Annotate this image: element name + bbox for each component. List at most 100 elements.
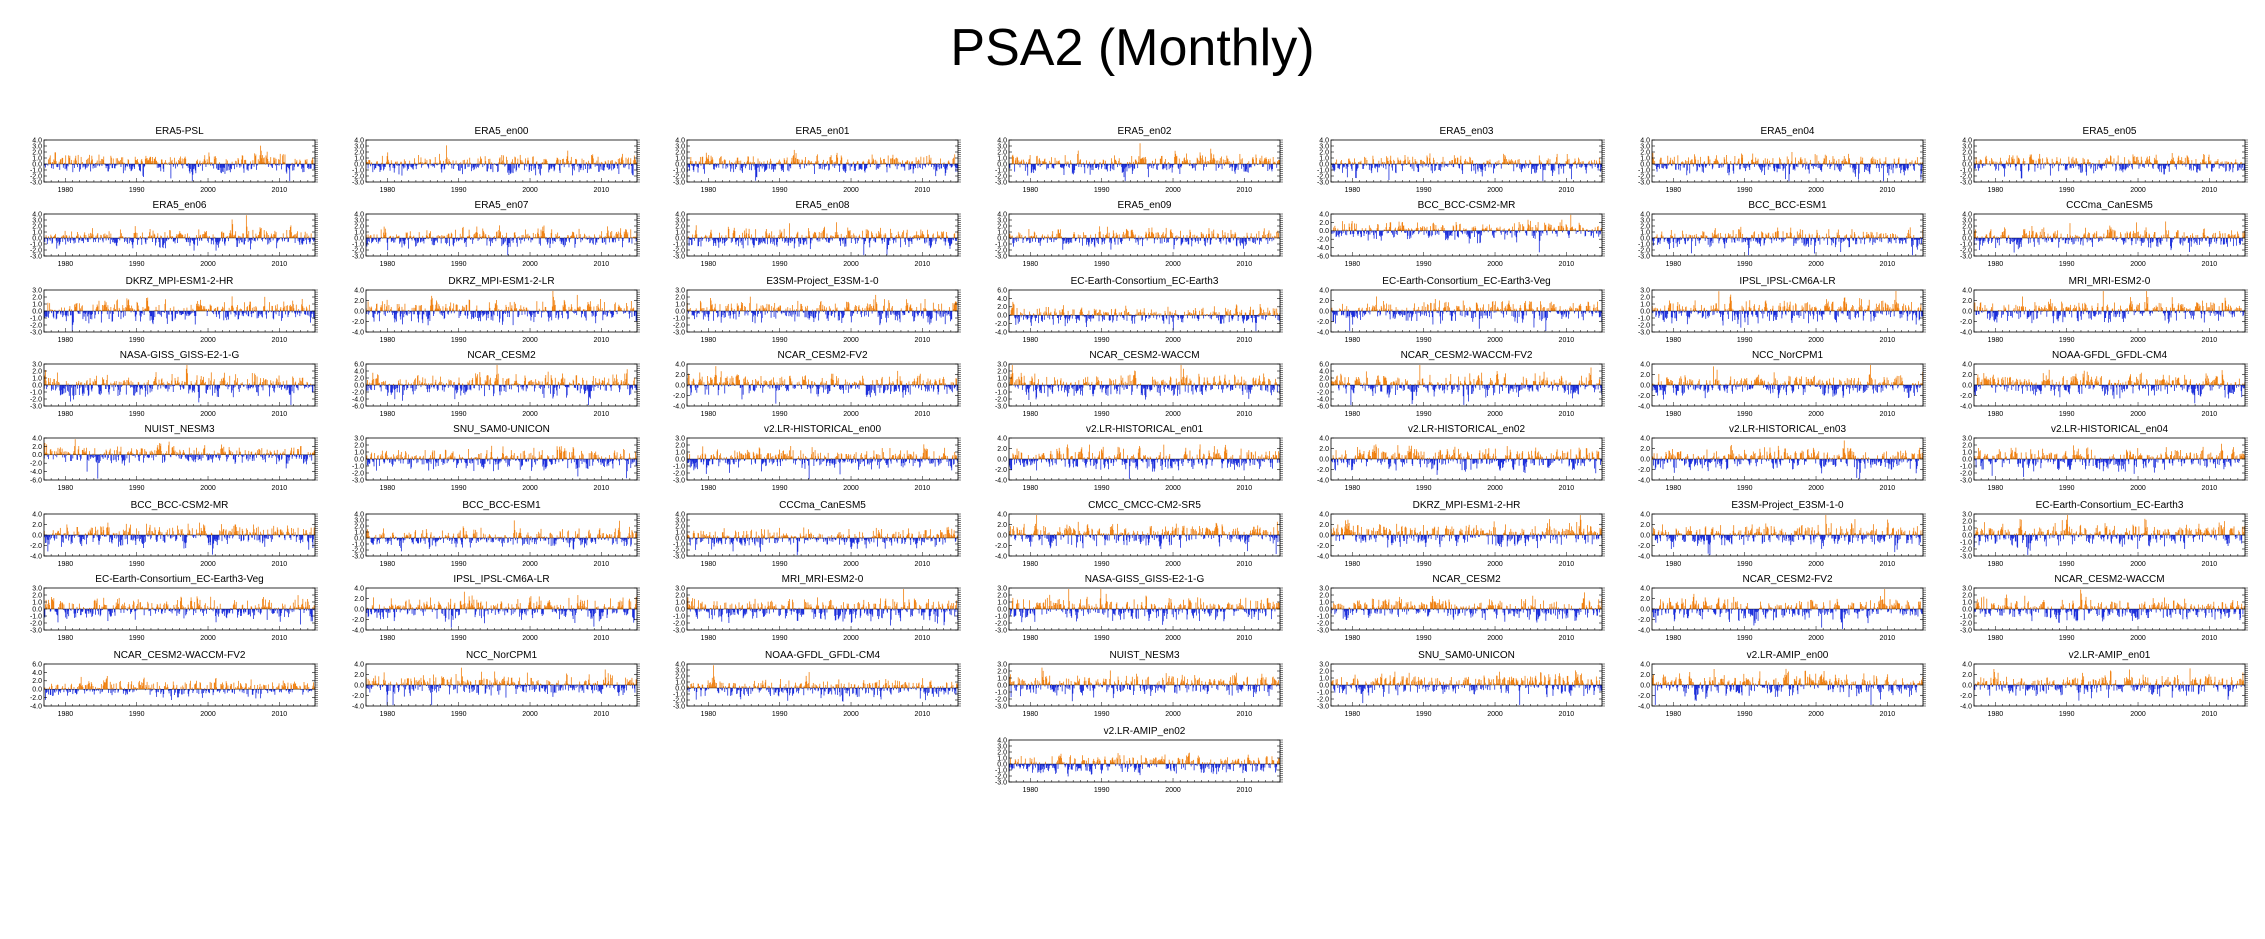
y-tick-label: 0.0 [675, 161, 685, 168]
y-tick-label: 3.0 [354, 217, 364, 224]
y-tick-label: 0.0 [997, 161, 1007, 168]
panel-plot-9: ERA5_en07 4.03.02.01.00.0-1.0-2.0-3.0 1980… [352, 200, 640, 268]
x-tick-label: 2010 [594, 187, 610, 194]
y-tick-label: 2.0 [997, 149, 1007, 156]
y-tick-label: -3.0 [352, 179, 364, 186]
y-tick-label: -2.0 [673, 173, 685, 180]
x-tick-label: 2000 [2130, 187, 2146, 194]
y-tick-label: 1.0 [354, 155, 364, 162]
y-tick-label: -2.0 [352, 173, 364, 180]
x-tick-label: 1980 [1023, 187, 1039, 194]
panel-title: ERA5_en07 [475, 200, 529, 211]
panel-title: ERA5_en03 [1440, 126, 1494, 137]
panel-title: ERA5-PSL [155, 126, 204, 137]
y-tick-label: 3.0 [997, 143, 1007, 150]
x-tick-label: 2000 [522, 261, 538, 268]
x-tick-label: 1980 [58, 187, 74, 194]
y-tick-label: 4.0 [32, 137, 42, 144]
y-tick-label: -3.0 [30, 179, 42, 186]
y-tick-label: -1.0 [1638, 167, 1650, 174]
panel-plot-8: ERA5_en06 4.03.02.01.00.0-1.0-2.0-3.0 1980… [30, 200, 318, 268]
y-tick-label: -3.0 [352, 253, 364, 260]
y-tick-label: -2.0 [1317, 173, 1329, 180]
panel-title: ERA5_en00 [475, 126, 529, 137]
x-tick-label: 2010 [594, 261, 610, 268]
x-tick-label: 2000 [522, 187, 538, 194]
x-tick-label: 1990 [451, 261, 467, 268]
y-tick-label: 2.0 [1962, 149, 1972, 156]
x-tick-label: 1980 [1988, 187, 2004, 194]
panel-title: ERA5_en01 [796, 126, 850, 137]
x-tick-label: 2010 [272, 187, 288, 194]
y-tick-label: 3.0 [1640, 143, 1650, 150]
panel-plot-4: ERA5_en02 4.03.02.01.00.0-1.0-2.0-3.0 1980… [995, 126, 1283, 194]
y-tick-label: -3.0 [30, 253, 42, 260]
y-tick-label: -2.0 [352, 247, 364, 254]
y-tick-label: 0.0 [32, 161, 42, 168]
y-tick-label: -1.0 [1317, 167, 1329, 174]
x-tick-label: 2010 [1237, 187, 1253, 194]
y-tick-label: -1.0 [995, 167, 1007, 174]
x-tick-label: 1980 [380, 261, 396, 268]
x-tick-label: 1990 [1416, 187, 1432, 194]
y-tick-label: 1.0 [32, 229, 42, 236]
y-tick-label: -3.0 [1960, 179, 1972, 186]
panel-title: ERA5_en05 [2083, 126, 2137, 137]
y-tick-label: 3.0 [675, 143, 685, 150]
y-tick-label: 1.0 [1640, 155, 1650, 162]
x-tick-label: 2010 [2202, 187, 2218, 194]
y-tick-label: -1.0 [673, 167, 685, 174]
panel-title: ERA5_en06 [153, 200, 207, 211]
y-tick-label: 4.0 [354, 137, 364, 144]
x-tick-label: 1990 [129, 261, 145, 268]
y-tick-label: 2.0 [32, 223, 42, 230]
y-tick-label: 3.0 [32, 143, 42, 150]
x-tick-label: 2010 [915, 187, 931, 194]
y-tick-label: 1.0 [997, 155, 1007, 162]
panel-title: ERA5_en08 [796, 200, 850, 211]
y-tick-label: 4.0 [675, 137, 685, 144]
y-tick-label: 0.0 [1962, 161, 1972, 168]
y-tick-label: 2.0 [1319, 149, 1329, 156]
y-tick-label: 3.0 [32, 217, 42, 224]
y-tick-label: 4.0 [1962, 137, 1972, 144]
y-tick-label: 1.0 [354, 229, 364, 236]
panel-plot-6: ERA5_en04 4.03.02.01.00.0-1.0-2.0-3.0 1980… [1638, 126, 1926, 194]
y-tick-label: 1.0 [675, 155, 685, 162]
y-tick-label: 0.0 [354, 161, 364, 168]
y-tick-label: -2.0 [995, 173, 1007, 180]
x-tick-label: 2000 [200, 187, 216, 194]
panel-plot-1: ERA5-PSL 4.03.02.01.00.0-1.0-2.0-3.0 1980 1… [30, 126, 318, 194]
y-tick-label: 3.0 [1962, 143, 1972, 150]
x-tick-label: 2010 [1559, 187, 1575, 194]
y-tick-label: 4.0 [354, 211, 364, 218]
panel-plot-2: ERA5_en00 4.03.02.01.00.0-1.0-2.0-3.0 1980… [352, 126, 640, 194]
y-tick-label: -3.0 [673, 179, 685, 186]
panel-plot-10: ERA5_en084.03.02.01.00.0-1.0-2.0-3.01980… [673, 200, 961, 268]
y-tick-label: -2.0 [1638, 173, 1650, 180]
x-tick-label: 1990 [772, 187, 788, 194]
y-tick-label: 0.0 [32, 235, 42, 242]
x-tick-label: 1980 [1666, 187, 1682, 194]
y-tick-label: 4.0 [997, 137, 1007, 144]
panel-title: ERA5_en04 [1761, 126, 1815, 137]
x-tick-label: 2010 [1880, 187, 1896, 194]
plot-frame [1330, 139, 1603, 183]
x-tick-label: 2000 [843, 187, 859, 194]
y-tick-label: 4.0 [1640, 137, 1650, 144]
panel-plot-7: ERA5_en05 4.03.02.01.00.0-1.0-2.0-3.0 1980… [1960, 126, 2248, 194]
y-tick-label: -2.0 [30, 247, 42, 254]
y-tick-label: -1.0 [30, 241, 42, 248]
y-tick-label: 2.0 [354, 149, 364, 156]
y-tick-label: -1.0 [352, 241, 364, 248]
x-tick-label: 1990 [451, 187, 467, 194]
y-tick-label: 3.0 [1319, 143, 1329, 150]
y-tick-label: 1.0 [1319, 155, 1329, 162]
y-tick-label: 1.0 [32, 155, 42, 162]
y-tick-label: 0.0 [1640, 161, 1650, 168]
x-tick-label: 1980 [701, 187, 717, 194]
x-tick-label: 2000 [200, 261, 216, 268]
y-tick-label: 0.0 [354, 235, 364, 242]
x-tick-label: 2000 [1487, 187, 1503, 194]
